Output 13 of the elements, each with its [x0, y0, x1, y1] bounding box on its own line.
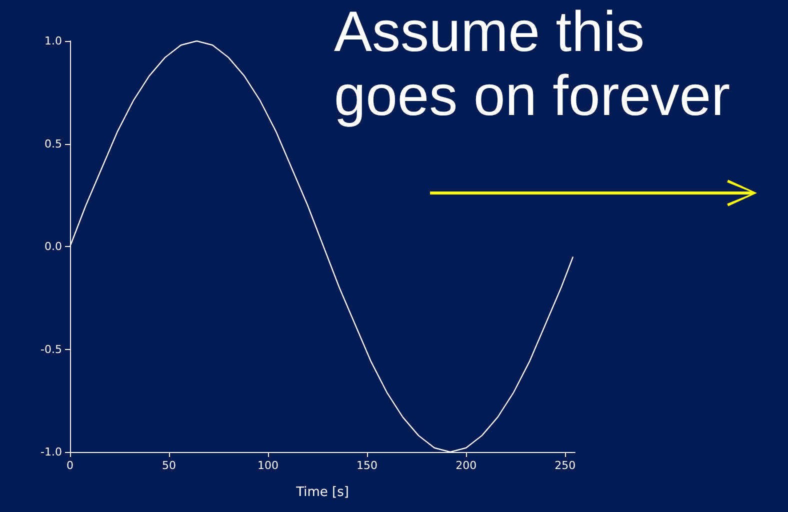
y-tick-label: -1.0 — [40, 446, 62, 458]
x-tick-label: 250 — [554, 459, 576, 472]
x-tick-label: 50 — [162, 459, 176, 472]
y-tick-label: -0.5 — [40, 342, 62, 356]
x-tick-label: 100 — [258, 459, 279, 472]
x-tick-label: 150 — [356, 459, 378, 472]
annotation: Assume this goes on forever — [334, 0, 732, 128]
x-tick-label: 200 — [456, 459, 477, 472]
y-tick-label: 0.0 — [44, 240, 62, 253]
y-tick-label: 1.0 — [44, 34, 62, 48]
y-tick-label: 0.5 — [44, 137, 62, 150]
x-axis-title: Time [s] — [295, 485, 349, 500]
x-tick-label: 0 — [66, 459, 74, 472]
